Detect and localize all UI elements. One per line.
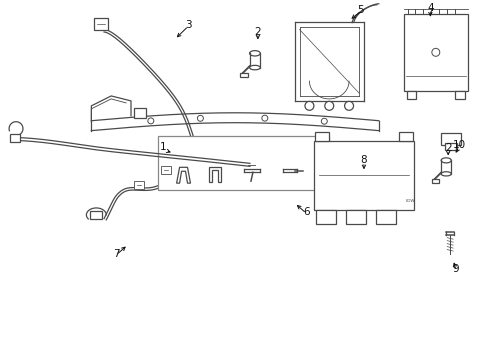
Bar — [161, 166, 171, 174]
Bar — [346, 210, 366, 224]
Text: 2: 2 — [255, 27, 261, 36]
Bar — [433, 179, 439, 183]
Bar — [404, 14, 468, 91]
Bar — [90, 211, 102, 219]
Bar — [315, 140, 414, 210]
Bar — [10, 134, 20, 141]
Ellipse shape — [441, 172, 451, 176]
Bar — [455, 91, 465, 99]
Text: 4: 4 — [427, 3, 434, 13]
Bar — [407, 91, 416, 99]
Text: 6: 6 — [303, 207, 310, 217]
Circle shape — [432, 48, 440, 56]
Bar — [376, 210, 395, 224]
Text: 7: 7 — [113, 248, 120, 258]
Ellipse shape — [441, 158, 451, 163]
Bar — [317, 210, 336, 224]
Circle shape — [325, 102, 334, 110]
Circle shape — [344, 102, 354, 110]
Bar — [316, 132, 329, 140]
Text: 9: 9 — [453, 264, 460, 274]
Circle shape — [148, 118, 154, 124]
Text: LDW: LDW — [406, 199, 415, 203]
Ellipse shape — [249, 66, 260, 70]
Text: 3: 3 — [185, 19, 192, 30]
Bar — [241, 73, 247, 77]
Circle shape — [197, 115, 203, 121]
Ellipse shape — [249, 51, 260, 56]
Bar — [441, 132, 461, 144]
Polygon shape — [209, 167, 221, 182]
Bar — [134, 108, 146, 118]
Polygon shape — [176, 167, 191, 183]
Text: 8: 8 — [361, 156, 368, 165]
Circle shape — [321, 118, 327, 124]
Bar — [399, 132, 413, 140]
Circle shape — [262, 115, 268, 121]
Circle shape — [305, 102, 314, 110]
Bar — [158, 136, 329, 190]
Bar — [134, 181, 144, 189]
Text: 10: 10 — [453, 140, 466, 150]
Bar — [445, 143, 457, 150]
Text: 5: 5 — [358, 5, 364, 15]
Text: 1: 1 — [159, 143, 166, 153]
Text: 2: 2 — [445, 144, 451, 153]
Bar — [95, 18, 108, 30]
